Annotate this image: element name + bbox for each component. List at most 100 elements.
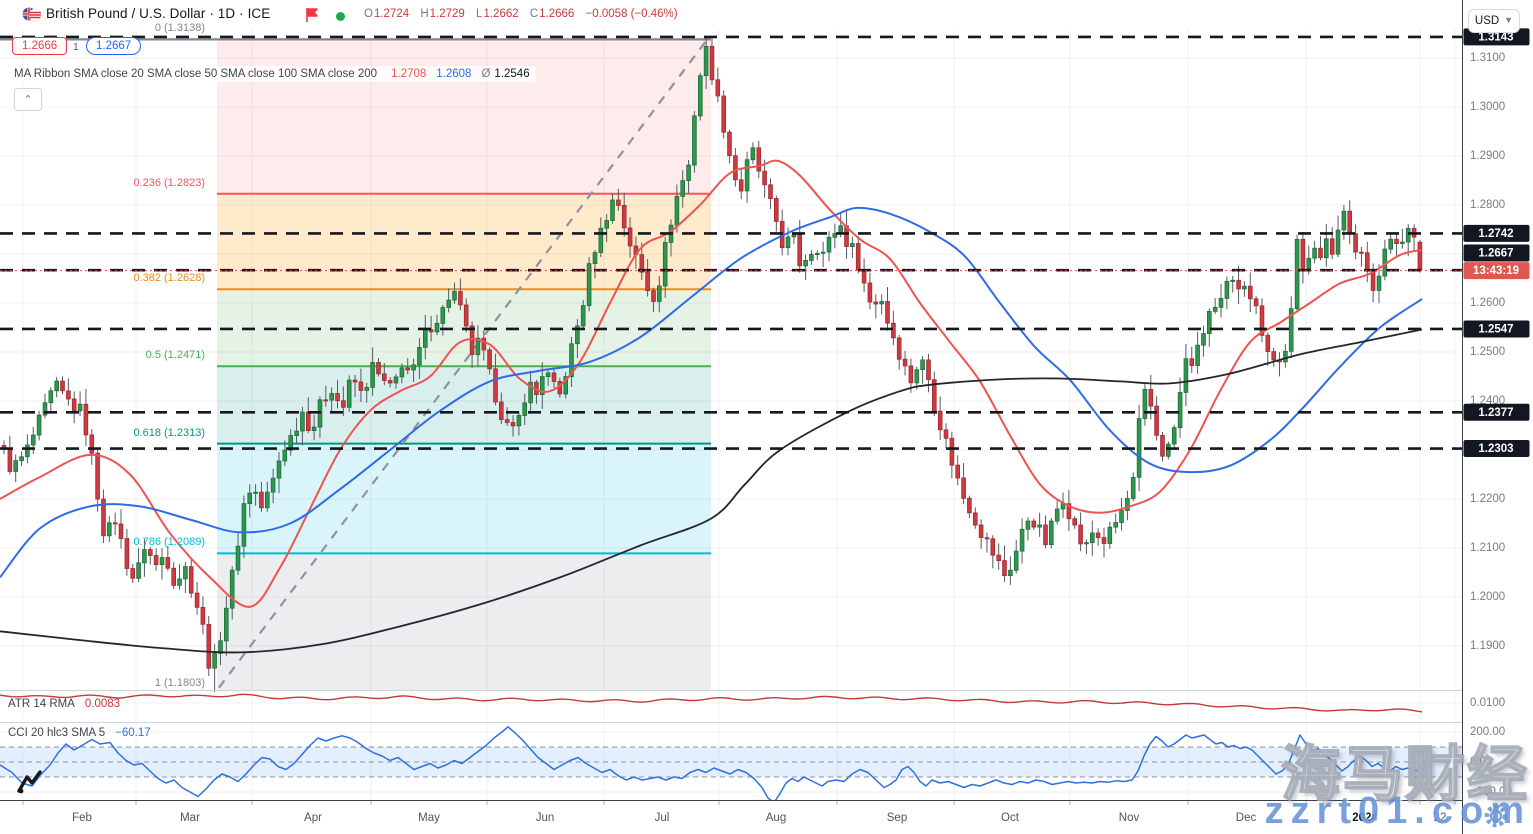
candle-down <box>323 399 329 402</box>
month-label-Sep: Sep <box>887 812 907 824</box>
open-label: O <box>364 8 373 20</box>
price-tick-1.2800: 1.2800 <box>1470 199 1505 211</box>
price-level-badge-box <box>1463 440 1530 458</box>
collapse-legend-button[interactable]: ⌃ <box>14 88 42 111</box>
candle-up <box>698 75 703 117</box>
high-value: 1.2729 <box>429 8 465 20</box>
candle-down <box>1236 279 1241 290</box>
candle-up <box>1107 526 1113 544</box>
candle-down <box>7 447 13 472</box>
month-label-Feb: Feb <box>72 812 92 824</box>
candle-up <box>1312 247 1317 259</box>
candle-down <box>873 301 879 305</box>
candle-up <box>393 376 399 384</box>
candle-down <box>797 234 802 267</box>
candle-down <box>967 497 972 514</box>
candle-down <box>651 290 656 302</box>
candle-down <box>1318 247 1323 259</box>
candle-up <box>914 369 920 384</box>
candle-down <box>165 557 171 569</box>
fib-label-1: 0.236 (1.2823) <box>133 176 205 189</box>
currency-dropdown[interactable]: USD ▼ <box>1468 9 1520 33</box>
tradingview-logo[interactable] <box>16 769 44 797</box>
price-tick-1.3100: 1.3100 <box>1470 52 1505 64</box>
candle-up <box>264 491 270 509</box>
candle-series <box>1 36 1423 692</box>
low-value: 1.2662 <box>483 8 519 20</box>
month-label-Dec: Dec <box>1236 812 1257 824</box>
candle-up <box>48 390 54 404</box>
candle-up <box>832 233 838 238</box>
candle-up <box>1230 279 1236 282</box>
candle-down <box>715 79 721 97</box>
price-level-badge: 1.2547 <box>1478 324 1513 336</box>
cci-tick--200: −200.00 <box>1470 786 1512 798</box>
flag-marker-icon[interactable] <box>306 8 319 22</box>
candle-up <box>826 236 832 253</box>
candle-up <box>1171 427 1177 445</box>
countdown-badge: 13:43:19 <box>1473 265 1519 277</box>
candle-down <box>990 538 996 556</box>
ma-ribbon-legend[interactable]: MA Ribbon SMA close 20 SMA close 50 SMA … <box>8 66 536 82</box>
candle-up <box>42 402 48 416</box>
candle-down <box>774 198 779 222</box>
candle-up <box>411 364 416 371</box>
overlay-line-sma-20[interactable] <box>0 159 1423 608</box>
gear-icon <box>1484 804 1508 828</box>
candle-up <box>1195 344 1200 367</box>
candle-down <box>60 380 65 392</box>
candle-down <box>621 204 627 229</box>
overlay-line-sma-200[interactable] <box>0 328 1423 654</box>
fib-label-5: 0.786 (1.2089) <box>133 536 205 549</box>
price-tick-1.3000: 1.3000 <box>1470 101 1505 113</box>
candle-down <box>112 522 118 525</box>
candle-up <box>1400 241 1405 244</box>
candle-up <box>288 435 293 451</box>
candle-up <box>1049 520 1054 545</box>
candle-up <box>809 253 814 261</box>
symbol-title: British Pound / U.S. Dollar · 1D · ICE <box>46 6 271 21</box>
alert-count-label: 1 <box>73 41 79 53</box>
candle-down <box>885 301 890 324</box>
candle-up <box>592 252 598 265</box>
candle-up <box>440 307 446 324</box>
candle-up <box>241 503 247 547</box>
overlay-line-sma-50[interactable] <box>0 206 1423 579</box>
candle-down <box>1043 524 1048 546</box>
candle-up <box>1218 297 1224 308</box>
candle-up <box>218 640 223 654</box>
ma-ribbon-title: MA Ribbon SMA close 20 SMA close 50 SMA … <box>14 68 378 80</box>
candle-up <box>1224 280 1230 299</box>
candle-up <box>744 159 750 192</box>
currency-value: USD <box>1474 15 1500 27</box>
price-tick-1.2000: 1.2000 <box>1470 591 1505 603</box>
month-label-2024: 2024 <box>1352 812 1378 824</box>
candle-down <box>101 498 106 537</box>
price-level-badge: 1.2667 <box>1478 248 1513 260</box>
fib-band <box>217 553 711 690</box>
fib-label-4: 0.618 (1.2313) <box>133 426 205 439</box>
candle-up <box>13 460 19 472</box>
price-tick-1.2500: 1.2500 <box>1470 346 1505 358</box>
candle-up <box>142 549 147 564</box>
candle-down <box>498 401 504 421</box>
price-level-badge-box <box>1463 224 1530 242</box>
price-level-badge-box <box>1463 244 1530 262</box>
candle-up <box>598 227 604 253</box>
candle-down <box>83 403 89 436</box>
candle-up <box>253 491 258 494</box>
cci-legend[interactable]: CCI 20 hlc3 SMA 5 −60.17 <box>8 727 151 739</box>
candle-up <box>1008 569 1013 577</box>
candle-down <box>194 592 200 608</box>
candle-up <box>1341 210 1347 231</box>
candle-down <box>200 607 206 625</box>
atr-legend[interactable]: ATR 14 RMA 0.0083 <box>8 698 120 710</box>
time-axis-bg[interactable] <box>0 801 1533 834</box>
candle-up <box>750 147 756 161</box>
month-label-Oct: Oct <box>1001 812 1020 824</box>
candle-up <box>1376 275 1382 291</box>
market-status-dot <box>336 12 345 21</box>
candle-down <box>510 422 516 427</box>
candle-up <box>159 557 165 565</box>
